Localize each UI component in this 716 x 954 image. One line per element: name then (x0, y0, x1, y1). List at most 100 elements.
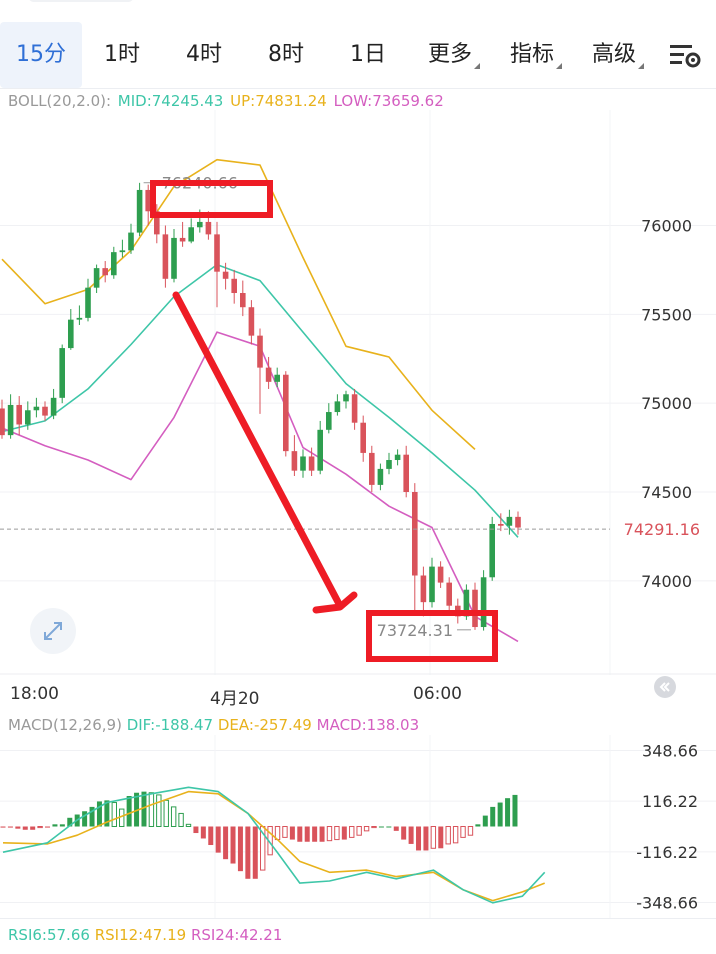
macd-histogram-bar (141, 791, 147, 827)
macd-y-tick-label: -116.22 (636, 843, 698, 862)
candle-body (171, 237, 177, 279)
candle-body (403, 454, 409, 492)
tab-1d[interactable]: 1日 (350, 42, 386, 67)
candle-body (154, 211, 160, 235)
macd-histogram-bar (386, 826, 392, 828)
macd-histogram-bar (82, 811, 88, 827)
high-annotation-box (150, 180, 273, 218)
macd-histogram-bar (304, 826, 310, 842)
expand-arrows-icon[interactable] (30, 608, 76, 654)
macd-histogram-bar (438, 826, 444, 849)
y-tick-label: 74500 (641, 483, 692, 502)
candle-body (205, 221, 212, 235)
candle-body (248, 307, 255, 336)
tab-1h[interactable]: 1时 (104, 42, 140, 67)
macd-histogram-bar (230, 826, 236, 864)
candle-body (308, 456, 315, 471)
candle-body (50, 397, 57, 416)
candle-body (437, 566, 444, 583)
candle-body (59, 348, 65, 398)
macd-histogram-bar (497, 802, 503, 827)
last-price-label: 74291.16 (624, 520, 700, 539)
boll-upper-line (1, 158, 476, 450)
candle-body (214, 234, 220, 272)
candle-body (162, 234, 169, 279)
macd-histogram-bar (423, 826, 429, 851)
macd-histogram-bar (467, 826, 474, 836)
candlestick-chart[interactable]: 760007550075000745007400074291.1676240.6… (0, 110, 716, 675)
candle-body (265, 367, 272, 382)
macd-histogram-bar (341, 826, 347, 840)
macd-histogram-bar (185, 823, 192, 827)
tab-more-label: 更多 (427, 42, 472, 67)
tab-more[interactable]: 更多 (420, 22, 488, 88)
macd-histogram-bar (178, 812, 184, 828)
candle-body (128, 232, 134, 251)
macd-histogram-bar (430, 826, 437, 849)
timeframe-tabs: 15分 1时 4时 8时 1日 更多 指标 高级 (0, 22, 716, 88)
macd-histogram-bar (282, 826, 288, 838)
rsi-legend-24: RSI24:42.21 (190, 926, 283, 944)
collapse-double-chevron-icon[interactable] (654, 676, 676, 698)
tab-4h[interactable]: 4时 (186, 42, 222, 67)
macd-histogram-bar (119, 808, 125, 827)
macd-histogram-bar (223, 826, 229, 860)
candle-body (33, 406, 40, 411)
candle-body (179, 237, 186, 242)
macd-histogram-bar (245, 826, 251, 879)
candle-body (85, 287, 91, 318)
tab-advanced[interactable]: 高级 (584, 22, 652, 88)
macd-legend-name: MACD(12,26,9) (8, 716, 122, 734)
low-annotation-box (366, 610, 498, 662)
x-tick-apr20: 4月20 (210, 689, 260, 709)
macd-histogram-bar (408, 826, 414, 844)
candle-body (326, 412, 332, 430)
candle-body (480, 577, 487, 628)
candle-body (119, 250, 126, 253)
macd-histogram-bar (401, 826, 407, 840)
rsi-legend-6: RSI6:57.66 (8, 926, 90, 944)
tab-8h[interactable]: 8时 (268, 42, 304, 67)
candle-body (136, 189, 143, 233)
tab-15m[interactable]: 15分 (0, 22, 82, 88)
macd-histogram-bar (252, 826, 258, 879)
macd-histogram-bar (312, 826, 318, 842)
x-tick-1800: 18:00 (10, 684, 59, 704)
low-price-label: 73724.31 (377, 621, 453, 640)
candle-body (343, 394, 349, 402)
candle-body (369, 452, 375, 485)
macd-histogram-bar (512, 794, 518, 827)
candle-body (351, 394, 358, 423)
macd-histogram-bar (67, 817, 73, 827)
macd-histogram-bar (89, 806, 95, 827)
dea-line (2, 790, 545, 902)
macd-histogram-bar (45, 826, 51, 828)
dropdown-corner-icon (638, 63, 644, 69)
macd-histogram-bar (505, 798, 511, 827)
candle-body (231, 278, 237, 294)
dropdown-corner-icon (474, 63, 480, 69)
macd-chart[interactable]: 348.66 116.22 -116.22 -348.66 (0, 735, 716, 918)
candle-body (93, 268, 100, 288)
macd-histogram-bar (170, 806, 177, 828)
settings-list-icon[interactable] (668, 42, 702, 70)
macd-histogram-bar (104, 800, 110, 827)
tabs-divider (0, 88, 716, 89)
candle-body (25, 410, 31, 425)
candle-body (394, 454, 401, 461)
trend-arrow-head (312, 591, 358, 614)
rsi-legend: RSI6:57.66 RSI12:47.19 RSI24:42.21 (8, 926, 282, 944)
tab-indicators[interactable]: 指标 (502, 22, 570, 88)
top-search-stub (28, 0, 134, 2)
macd-histogram-bar (15, 826, 21, 829)
trend-arrow-shaft (172, 291, 342, 606)
candle-body (446, 582, 452, 606)
macd-histogram-bar (96, 801, 102, 827)
candle-body (472, 589, 478, 628)
candle-body (188, 227, 194, 242)
macd-histogram-bar (393, 826, 399, 831)
candle-body (429, 566, 435, 603)
tab-indicators-label: 指标 (509, 42, 554, 67)
candle-body (283, 374, 289, 452)
macd-histogram-bar (193, 826, 199, 834)
